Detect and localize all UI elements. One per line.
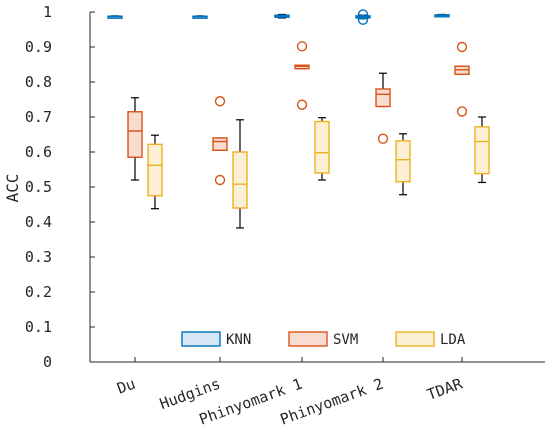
- y-tick-label: 1: [43, 3, 52, 21]
- box-svm: [294, 41, 310, 110]
- y-tick-label: 0.8: [25, 73, 52, 91]
- outlier-point: [296, 41, 308, 52]
- x-tick-label: TDAR: [425, 374, 466, 404]
- box-lda: [474, 116, 490, 184]
- y-tick-label: 0.4: [25, 213, 52, 231]
- y-tick-label: 0.1: [25, 318, 52, 336]
- box-iqr: [474, 126, 490, 175]
- box-svm: [454, 41, 470, 117]
- box-svm: [212, 96, 228, 186]
- y-tick-label: 0.9: [25, 38, 52, 56]
- box-lda: [395, 133, 411, 196]
- box-lda: [232, 119, 248, 229]
- legend-swatch-svm: [288, 331, 328, 347]
- box-knn: [107, 15, 123, 19]
- box-svm: [127, 97, 143, 181]
- outlier-point: [456, 106, 468, 117]
- y-tick-label: 0.6: [25, 143, 52, 161]
- box-iqr: [147, 143, 163, 197]
- box-knn: [192, 15, 208, 19]
- box-lda: [147, 134, 163, 210]
- box-iqr: [395, 140, 411, 183]
- box-iqr: [127, 111, 143, 158]
- y-tick-label: 0.5: [25, 178, 52, 196]
- y-axis-title: ACC: [3, 174, 22, 203]
- box-iqr: [212, 137, 228, 151]
- y-tick-label: 0: [43, 353, 52, 371]
- legend-label-lda: LDA: [440, 332, 466, 348]
- y-tick-label: 0.7: [25, 108, 52, 126]
- legend-label-svm: SVM: [333, 332, 358, 348]
- outlier-point: [214, 174, 226, 186]
- box-iqr: [314, 120, 330, 174]
- y-tick-label: 0.2: [25, 283, 52, 301]
- box-lda: [314, 117, 330, 181]
- legend-swatch-knn: [181, 331, 221, 347]
- box-svm: [375, 72, 391, 144]
- box-iqr: [375, 88, 391, 108]
- box-knn: [274, 13, 290, 19]
- outlier-point: [214, 96, 226, 107]
- outlier-point: [377, 133, 389, 144]
- y-tick-label: 0.3: [25, 248, 52, 266]
- legend-swatch-lda: [395, 331, 435, 347]
- y-axis: 0 0.1 0.2 0.3 0.4 0.5 0.6 0.7 0.8 0.9 1: [25, 3, 95, 371]
- outlier-point: [296, 99, 308, 110]
- outlier-point: [357, 9, 369, 20]
- plot-area: [107, 9, 490, 229]
- x-tick-label: Du: [115, 375, 138, 398]
- box-knn: [434, 13, 450, 18]
- outlier-point: [357, 14, 369, 25]
- box-knn: [355, 9, 371, 25]
- legend: KNN SVM LDA: [181, 331, 466, 348]
- outlier-point: [456, 41, 468, 53]
- box-iqr: [232, 151, 248, 209]
- legend-label-knn: KNN: [226, 332, 251, 348]
